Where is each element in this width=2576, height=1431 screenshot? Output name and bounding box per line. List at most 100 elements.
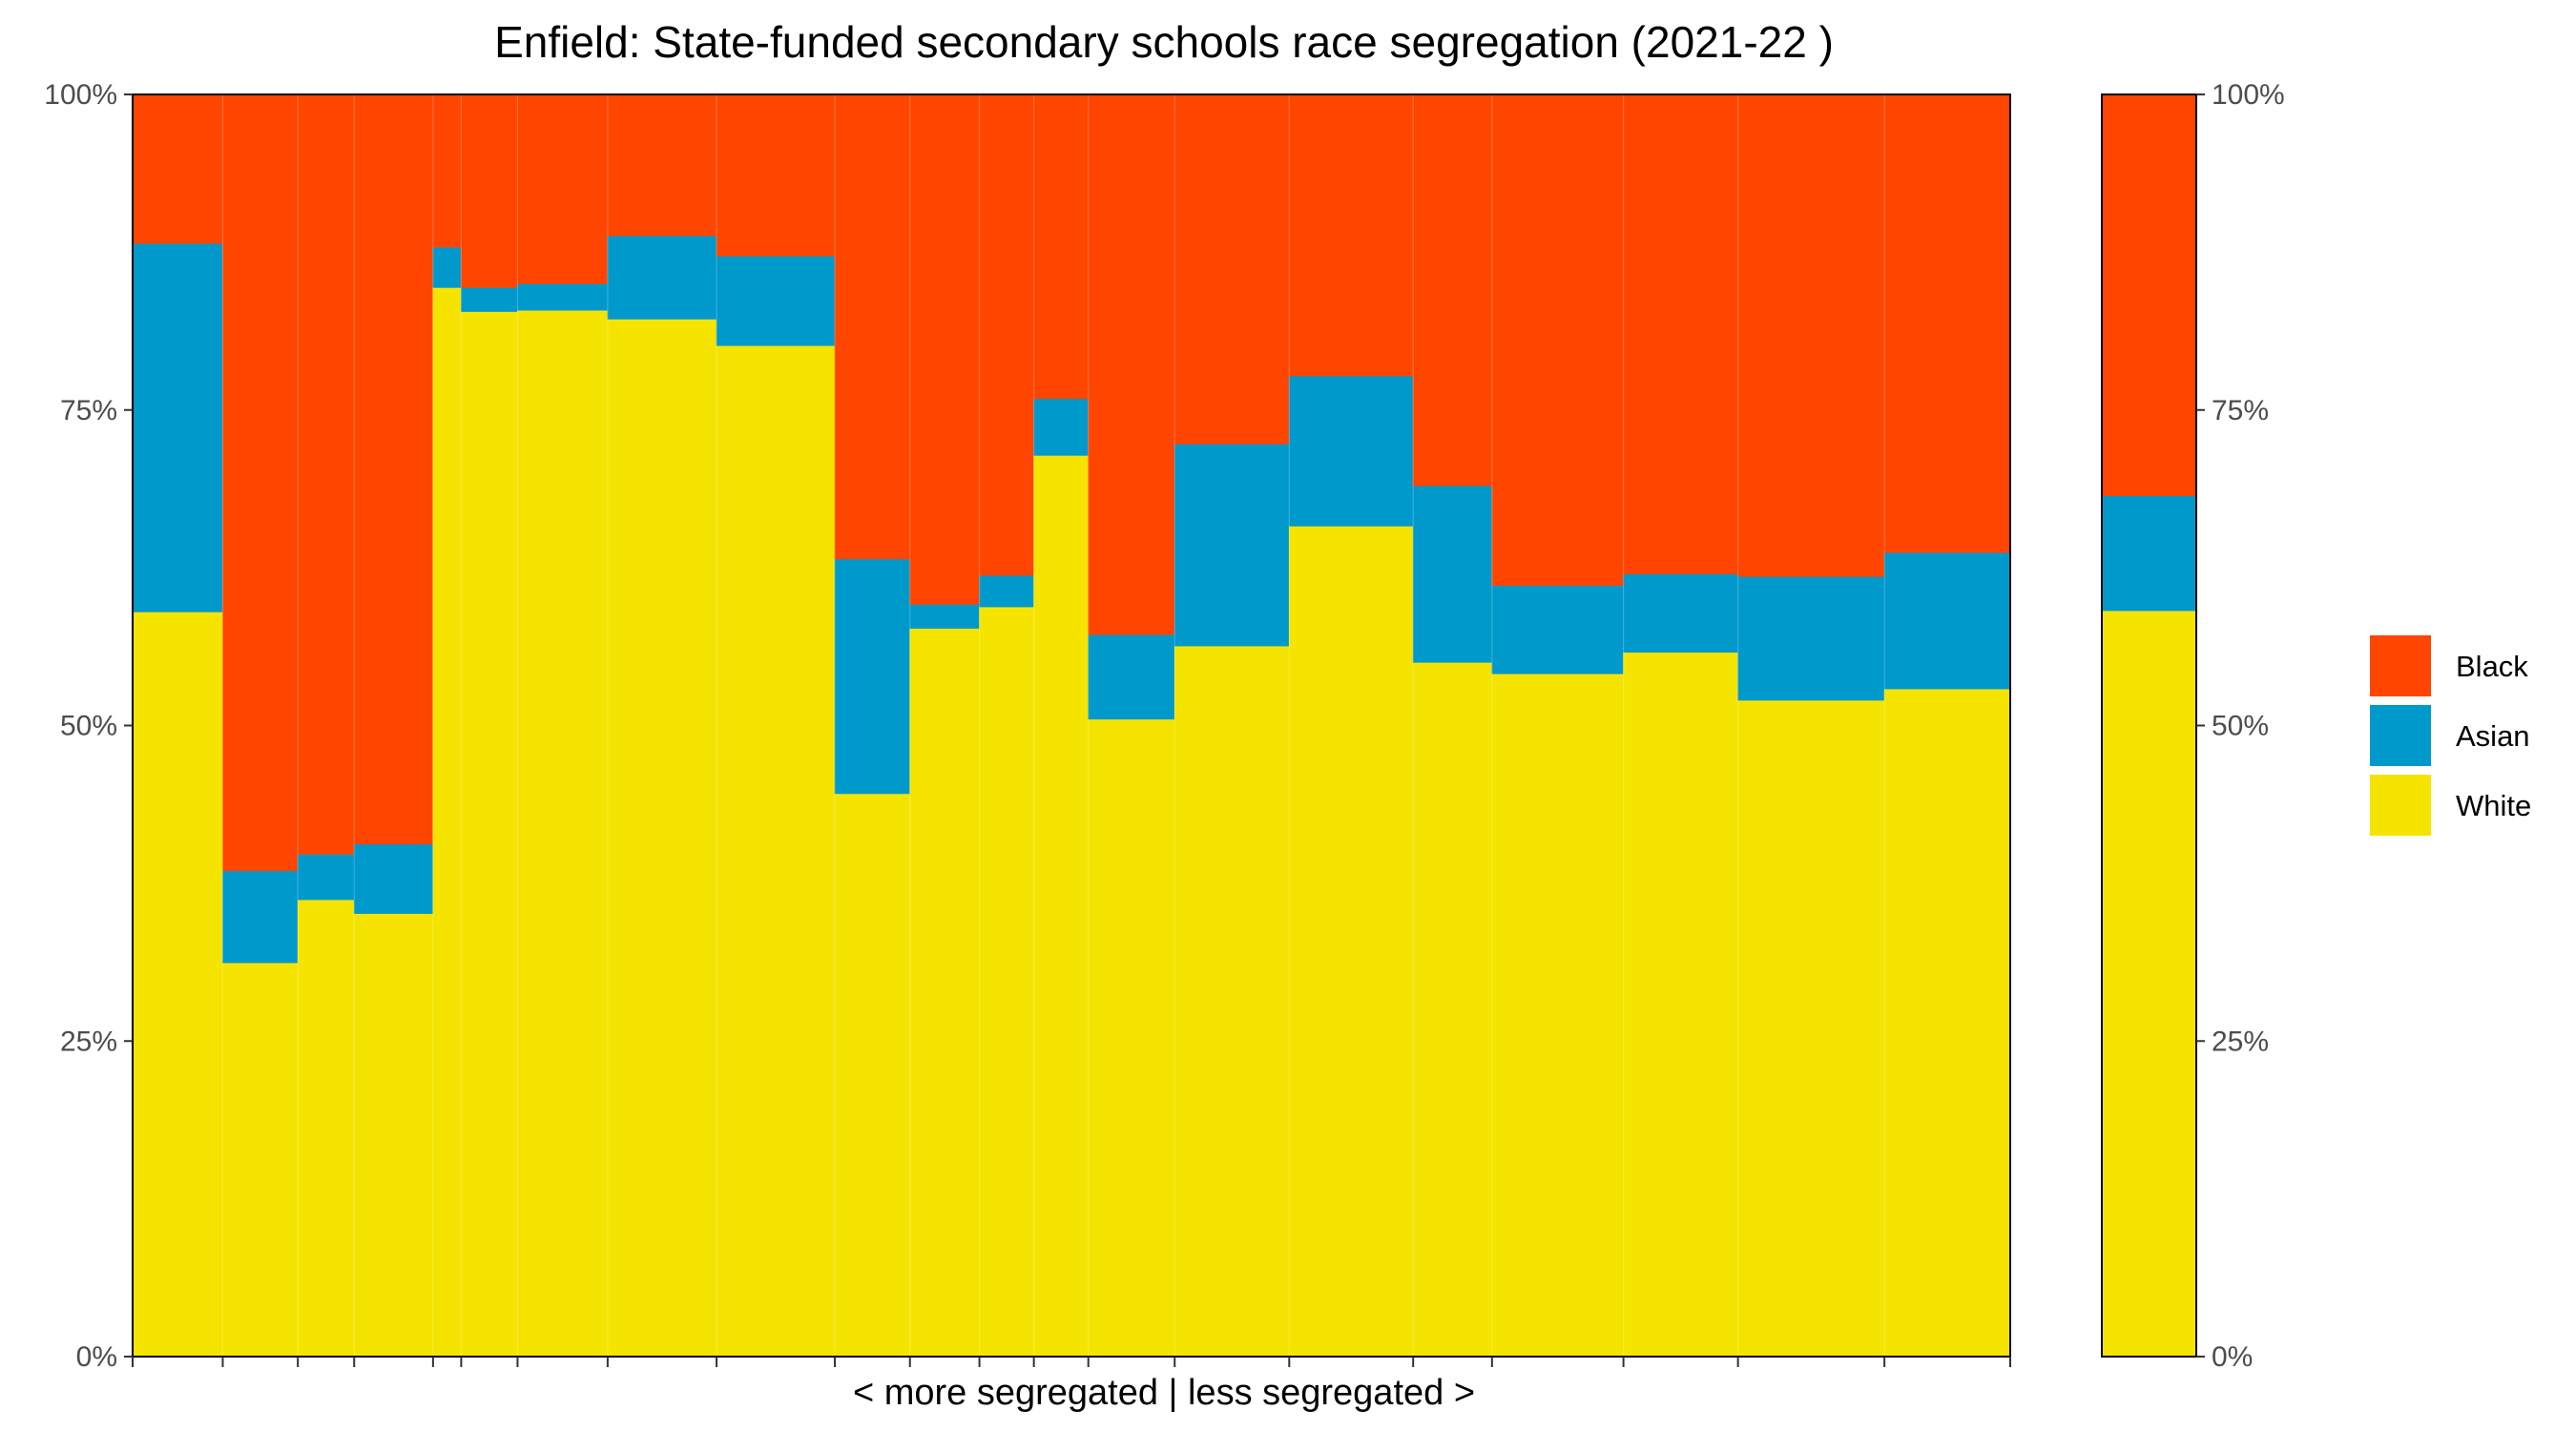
school-bar — [1288, 93, 1414, 1358]
overall-asian-segment — [2101, 495, 2197, 612]
left-y-tick-label: 50% — [60, 711, 117, 742]
school-7-white-segment — [517, 309, 609, 1358]
school-3-white-segment — [297, 899, 355, 1358]
school-13-asian-segment — [1033, 398, 1090, 456]
school-17-black-segment — [1412, 93, 1493, 487]
overall-black-segment — [2101, 93, 2197, 497]
school-10-white-segment — [834, 793, 911, 1358]
school-18-asian-segment — [1491, 585, 1624, 674]
left-y-tick-label: 75% — [60, 395, 117, 426]
school-bar — [432, 93, 462, 1358]
school-11-white-segment — [909, 628, 980, 1358]
school-bar — [909, 93, 980, 1358]
school-2-asian-segment — [222, 870, 299, 964]
school-bar — [1088, 93, 1175, 1358]
school-6-white-segment — [461, 311, 518, 1358]
school-bar — [1412, 93, 1493, 1358]
overall-bar — [2101, 93, 2197, 1358]
legend-label: Asian — [2456, 719, 2530, 753]
school-3-asian-segment — [297, 854, 355, 901]
school-2-white-segment — [222, 962, 299, 1358]
school-8-white-segment — [607, 319, 717, 1358]
school-18-black-segment — [1491, 93, 1624, 586]
x-axis-ticks — [132, 1357, 2011, 1367]
school-13-white-segment — [1033, 455, 1090, 1358]
school-bar — [461, 93, 518, 1358]
school-bar — [1174, 93, 1290, 1358]
legend: Black Asian White — [2370, 635, 2531, 836]
school-bar — [132, 93, 223, 1358]
school-21-asian-segment — [1883, 551, 2011, 690]
legend-label: Black — [2456, 650, 2528, 683]
school-5-white-segment — [432, 287, 462, 1358]
school-12-black-segment — [979, 93, 1034, 576]
school-10-asian-segment — [834, 558, 911, 795]
school-15-white-segment — [1174, 645, 1290, 1358]
school-bar — [1491, 93, 1624, 1358]
school-bar — [834, 93, 911, 1358]
right-y-tick-label: 75% — [2212, 395, 2269, 426]
legend-label: White — [2456, 789, 2531, 822]
overall-white-segment — [2101, 610, 2197, 1358]
school-7-black-segment — [517, 93, 609, 284]
chart-title: Enfield: State-funded secondary schools … — [494, 17, 1834, 67]
school-12-white-segment — [979, 606, 1034, 1358]
school-2-black-segment — [222, 93, 299, 871]
school-4-asian-segment — [353, 843, 434, 914]
school-14-white-segment — [1088, 718, 1175, 1358]
school-19-white-segment — [1623, 652, 1738, 1358]
school-10-black-segment — [834, 93, 911, 560]
school-15-asian-segment — [1174, 444, 1290, 647]
school-17-asian-segment — [1412, 485, 1493, 663]
school-bar — [607, 93, 717, 1358]
school-bar — [979, 93, 1034, 1358]
x-axis-title: < more segregated | less segregated > — [853, 1373, 1475, 1413]
legend-item-black: Black — [2370, 635, 2528, 696]
school-16-asian-segment — [1288, 375, 1414, 527]
school-8-black-segment — [607, 93, 717, 237]
left-y-tick-label: 0% — [76, 1341, 117, 1373]
school-19-asian-segment — [1623, 573, 1738, 653]
school-16-white-segment — [1288, 526, 1414, 1358]
school-15-black-segment — [1174, 93, 1290, 445]
school-3-black-segment — [297, 93, 355, 855]
school-17-white-segment — [1412, 662, 1493, 1358]
legend-key — [2370, 775, 2431, 836]
school-13-black-segment — [1033, 93, 1090, 400]
school-20-white-segment — [1737, 699, 1885, 1358]
school-8-asian-segment — [607, 235, 717, 320]
school-11-black-segment — [909, 93, 980, 605]
school-9-asian-segment — [716, 256, 836, 346]
school-9-black-segment — [716, 93, 836, 257]
school-16-black-segment — [1288, 93, 1414, 377]
school-21-white-segment — [1883, 688, 2011, 1358]
right-y-tick-label: 0% — [2212, 1341, 2253, 1373]
school-9-white-segment — [716, 344, 836, 1358]
school-14-asian-segment — [1088, 633, 1175, 720]
school-20-black-segment — [1737, 93, 1885, 577]
school-bar — [716, 93, 836, 1358]
right-y-tick-label: 50% — [2212, 711, 2269, 742]
school-6-black-segment — [461, 93, 518, 288]
legend-item-asian: Asian — [2370, 705, 2530, 766]
school-bar — [1883, 93, 2011, 1358]
school-21-black-segment — [1883, 93, 2011, 553]
school-4-black-segment — [353, 93, 434, 845]
school-18-white-segment — [1491, 673, 1624, 1358]
bars-layer — [132, 93, 2011, 1358]
school-5-asian-segment — [432, 246, 462, 288]
legend-item-white: White — [2370, 775, 2531, 836]
left-y-axis: 0% 25% 50% 75% 100% — [44, 79, 133, 1373]
school-6-asian-segment — [461, 287, 518, 312]
legend-key — [2370, 705, 2431, 766]
school-bar — [1737, 93, 1885, 1358]
school-20-asian-segment — [1737, 576, 1885, 701]
school-bar — [1623, 93, 1738, 1358]
left-y-tick-label: 25% — [60, 1026, 117, 1057]
school-19-black-segment — [1623, 93, 1738, 575]
right-y-axis: 0% 25% 50% 75% 100% — [2196, 79, 2285, 1373]
legend-key — [2370, 635, 2431, 696]
school-bar — [517, 93, 609, 1358]
school-1-black-segment — [132, 93, 223, 244]
school-bar — [297, 93, 355, 1358]
